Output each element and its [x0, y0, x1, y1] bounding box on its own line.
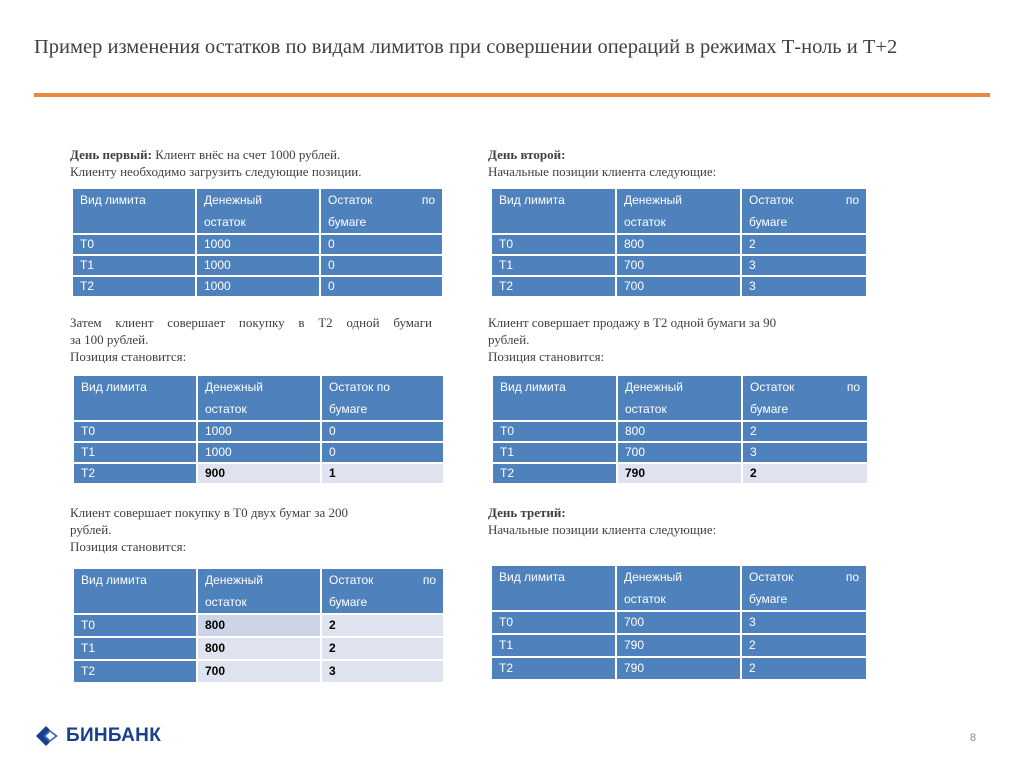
- col-header-paper: Остаток по бумаге: [741, 374, 869, 422]
- left-para-3: Клиент совершает покупку в Т0 двух бумаг…: [70, 505, 349, 554]
- col-header-cash: Денежный остаток: [196, 567, 322, 615]
- col-header-cash: Денежный остаток: [615, 564, 742, 612]
- day-two-heading: День второй:: [488, 147, 566, 162]
- right-para-1: День второй: Начальные позиции клиента с…: [488, 146, 858, 180]
- col-header-paper: Остаток по бумаге: [319, 187, 444, 235]
- day-three-heading: День третий:: [488, 505, 566, 520]
- left-table-2: Вид лимита Денежный остаток Остаток по бум…: [72, 374, 445, 485]
- title-divider: [34, 93, 990, 97]
- day-one-heading: День первый:: [70, 147, 152, 162]
- col-header-type: Вид лимита: [491, 374, 618, 422]
- col-header-type: Вид лимита: [490, 187, 617, 235]
- table-row: Т1 800 2: [72, 636, 445, 661]
- col-header-paper: Остаток по бумаге: [740, 564, 868, 612]
- left-table-3: Вид лимита Денежный остаток Остаток по бума…: [72, 567, 445, 684]
- page-number: 8: [970, 732, 977, 744]
- col-header-cash: Денежный остаток: [196, 374, 322, 422]
- slide-title: Пример изменения остатков по видам лимит…: [34, 36, 898, 58]
- left-para-2: Затем клиент совершает покупку в Т2 одно…: [70, 315, 432, 364]
- table-row: Т0 800 2: [490, 233, 868, 256]
- left-para-1: День первый: Клиент внёс на счет 1000 ру…: [70, 146, 440, 180]
- binbank-logo: БИНБАНК: [34, 724, 161, 748]
- right-table-2: Вид лимита Денежный остаток Остаток по бума…: [491, 374, 869, 485]
- col-header-cash: Денежный остаток: [615, 187, 742, 235]
- table-row: Т0 700 3: [490, 610, 868, 635]
- table-row: Т1 700 3: [491, 441, 869, 464]
- day-two-line2: Начальные позиции клиента следующие:: [488, 164, 717, 179]
- col-header-cash: Денежный остаток: [195, 187, 321, 235]
- col-header-paper: Остаток по бумаге: [740, 187, 868, 235]
- table-row: Т1 700 3: [490, 254, 868, 277]
- table-row: Т1 1000 0: [71, 254, 444, 277]
- table-row: Т1 1000 0: [72, 441, 445, 464]
- left-table-1: Вид лимита Денежный остаток Остаток по бума…: [71, 187, 444, 298]
- col-header-paper: Остаток по бумаге: [320, 374, 445, 422]
- right-table-1: Вид лимита Денежный остаток Остаток по бума…: [490, 187, 868, 298]
- table-row: Т2 790 2: [491, 462, 869, 485]
- right-para-2: Клиент совершает продажу в Т2 одной бума…: [488, 315, 777, 364]
- binbank-logo-text: БИНБАНК: [66, 725, 162, 746]
- right-para-3: День третий: Начальные позиции клиента с…: [488, 504, 858, 538]
- col-header-type: Вид лимита: [71, 187, 197, 235]
- table-row: Т2 900 1: [72, 462, 445, 485]
- day-one-line2: Клиенту необходимо загрузить следующие п…: [70, 164, 362, 179]
- table-row: Т0 800 2: [72, 613, 445, 638]
- col-header-type: Вид лимита: [72, 374, 198, 422]
- table-row: Т2 790 2: [490, 656, 868, 681]
- col-header-paper: Остаток по бумаге: [320, 567, 445, 615]
- right-table-3: Вид лимита Денежный остаток Остаток по бума…: [490, 564, 868, 681]
- day-three-line2: Начальные позиции клиента следующие:: [488, 522, 717, 537]
- col-header-type: Вид лимита: [72, 567, 198, 615]
- table-row: Т2 700 3: [72, 659, 445, 684]
- table-row: Т2 1000 0: [71, 275, 444, 298]
- table-row: Т0 1000 0: [71, 233, 444, 256]
- table-row: Т0 1000 0: [72, 420, 445, 443]
- col-header-type: Вид лимита: [490, 564, 617, 612]
- col-header-cash: Денежный остаток: [616, 374, 743, 422]
- table-row: Т2 700 3: [490, 275, 868, 298]
- day-one-text: Клиент внёс на счет 1000 рублей.: [151, 147, 341, 162]
- binbank-logo-icon: [36, 726, 58, 746]
- table-row: Т0 800 2: [491, 420, 869, 443]
- table-row: Т1 790 2: [490, 633, 868, 658]
